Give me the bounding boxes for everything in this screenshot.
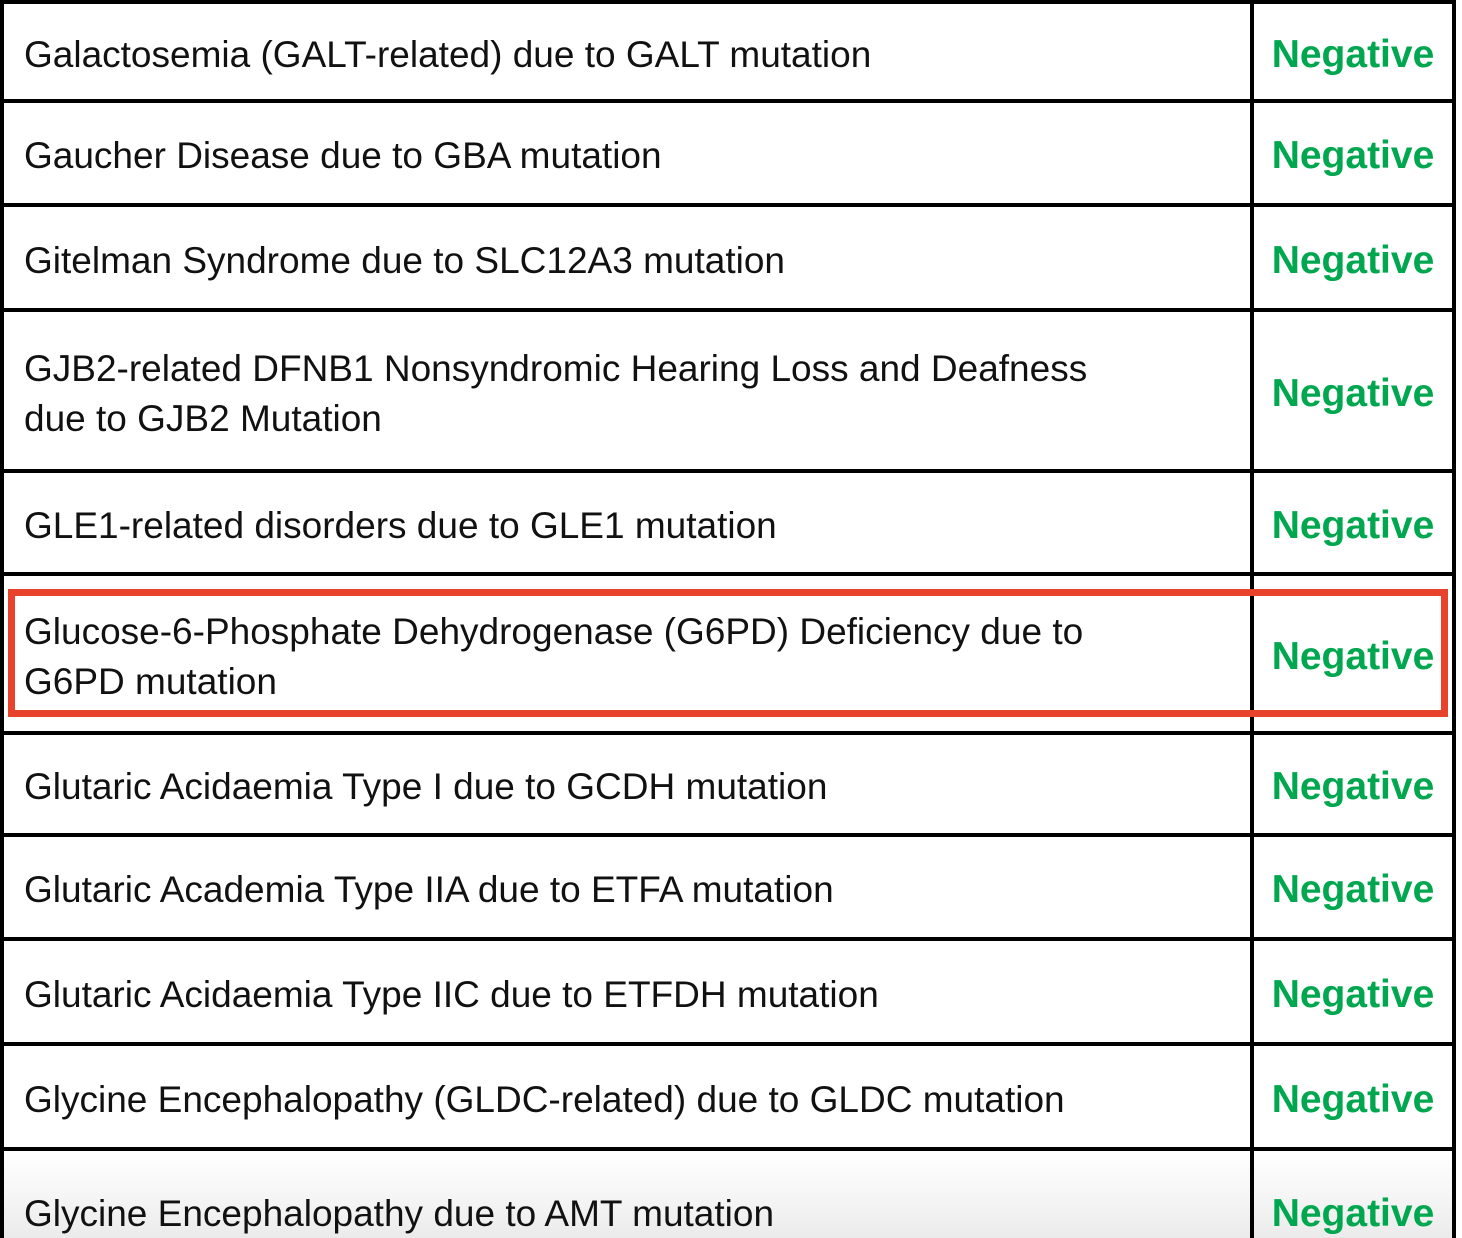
result-status-text: Negative (1271, 503, 1435, 547)
table-row: GJB2-related DFNB1 Nonsyndromic Hearing … (4, 312, 1452, 473)
condition-text: Glycine Encephalopathy (GLDC-related) du… (24, 1078, 1065, 1120)
result-cell: Negative (1250, 1151, 1452, 1238)
result-cell: Negative (1250, 941, 1452, 1042)
condition-cell: Gaucher Disease due to GBA mutation (4, 103, 1250, 203)
condition-text: Gitelman Syndrome due to SLC12A3 mutatio… (24, 239, 785, 281)
table-row: Glutaric Acidaemia Type I due to GCDH mu… (4, 735, 1452, 837)
result-cell: Negative (1250, 103, 1452, 203)
table-row: Glutaric Acidaemia Type IIC due to ETFDH… (4, 941, 1452, 1046)
condition-cell: Glutaric Acidaemia Type I due to GCDH mu… (4, 735, 1250, 833)
condition-text: Glutaric Acidaemia Type IIC due to ETFDH… (24, 973, 879, 1015)
condition-text: GJB2-related DFNB1 Nonsyndromic Hearing … (24, 347, 1088, 439)
condition-text: GLE1-related disorders due to GLE1 mutat… (24, 504, 777, 546)
result-status-text: Negative (1271, 238, 1435, 282)
result-status-text: Negative (1271, 134, 1435, 177)
result-status-text: Negative (1271, 371, 1435, 415)
result-cell: Negative (1250, 473, 1452, 572)
table-row: Gitelman Syndrome due to SLC12A3 mutatio… (4, 207, 1452, 312)
result-cell: Negative (1250, 4, 1452, 99)
condition-cell: GJB2-related DFNB1 Nonsyndromic Hearing … (4, 312, 1250, 469)
condition-cell: Galactosemia (GALT-related) due to GALT … (4, 4, 1250, 99)
table-row: Glucose-6-Phosphate Dehydrogenase (G6PD)… (4, 576, 1452, 735)
condition-text: Gaucher Disease due to GBA mutation (24, 135, 662, 176)
result-status-text: Negative (1271, 972, 1435, 1016)
result-cell: Negative (1250, 576, 1452, 731)
condition-cell: Glycine Encephalopathy (GLDC-related) du… (4, 1046, 1250, 1147)
result-cell: Negative (1250, 735, 1452, 833)
result-cell: Negative (1250, 837, 1452, 937)
condition-cell: Glycine Encephalopathy due to AMT mutati… (4, 1151, 1250, 1238)
condition-text: Glycine Encephalopathy due to AMT mutati… (24, 1193, 775, 1234)
table-row: Galactosemia (GALT-related) due to GALT … (4, 4, 1452, 103)
result-status-text: Negative (1271, 765, 1435, 808)
condition-cell: Gitelman Syndrome due to SLC12A3 mutatio… (4, 207, 1250, 308)
condition-cell: Glucose-6-Phosphate Dehydrogenase (G6PD)… (4, 576, 1250, 731)
result-status-text: Negative (1271, 868, 1435, 911)
condition-cell: Glutaric Acidaemia Type IIC due to ETFDH… (4, 941, 1250, 1042)
result-status-text: Negative (1271, 32, 1435, 76)
result-cell: Negative (1250, 312, 1452, 469)
condition-text: Glutaric Academia Type IIA due to ETFA m… (24, 869, 834, 910)
result-status-text: Negative (1271, 1192, 1435, 1235)
condition-cell: GLE1-related disorders due to GLE1 mutat… (4, 473, 1250, 572)
condition-text: Galactosemia (GALT-related) due to GALT … (24, 33, 872, 75)
table-row: Glycine Encephalopathy (GLDC-related) du… (4, 1046, 1452, 1151)
table-row: Glycine Encephalopathy due to AMT mutati… (4, 1151, 1452, 1238)
result-cell: Negative (1250, 207, 1452, 308)
result-status-text: Negative (1271, 1077, 1435, 1121)
condition-text: Glucose-6-Phosphate Dehydrogenase (G6PD)… (24, 610, 1084, 702)
condition-cell: Glutaric Academia Type IIA due to ETFA m… (4, 837, 1250, 937)
table-row: Gaucher Disease due to GBA mutation Nega… (4, 103, 1452, 207)
table-row: GLE1-related disorders due to GLE1 mutat… (4, 473, 1452, 576)
condition-text: Glutaric Acidaemia Type I due to GCDH mu… (24, 766, 828, 807)
result-cell: Negative (1250, 1046, 1452, 1147)
table-row: Glutaric Academia Type IIA due to ETFA m… (4, 837, 1452, 941)
result-status-text: Negative (1271, 634, 1435, 678)
